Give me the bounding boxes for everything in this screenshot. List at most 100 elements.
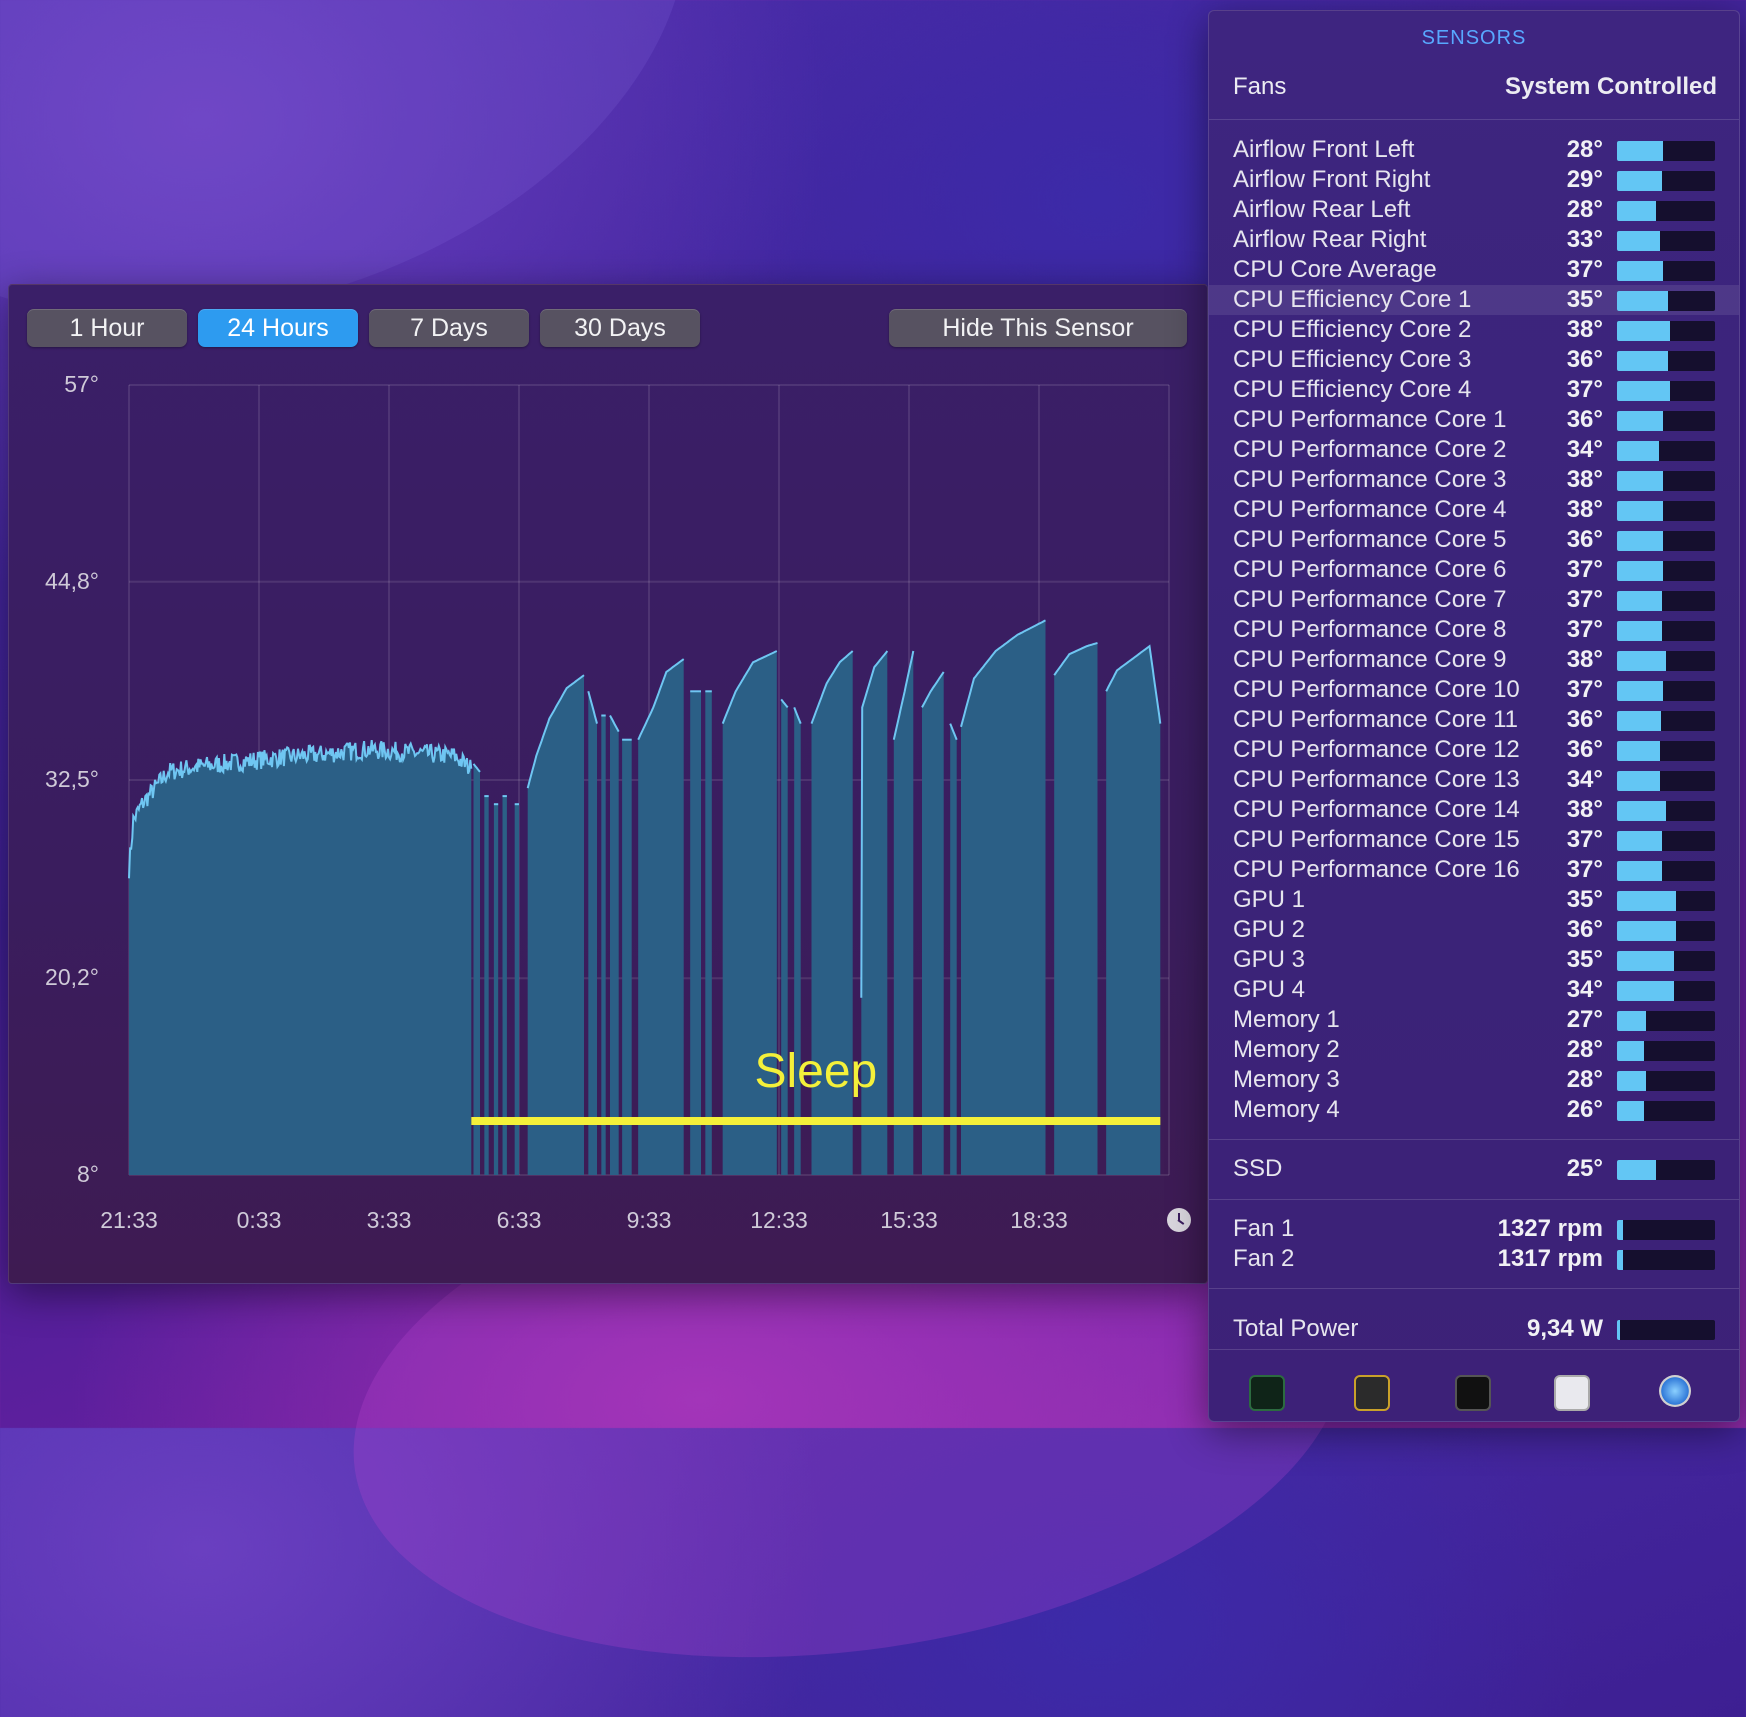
sensor-row[interactable]: CPU Performance Core 6 37° [1209,555,1739,585]
sensor-row[interactable]: CPU Performance Core 10 37° [1209,675,1739,705]
sensor-value: 1317 rpm [1497,1245,1603,1272]
sensor-name: GPU 1 [1233,886,1306,913]
sensor-value: 9,34 W [1526,1315,1603,1342]
sensor-level-bar [1617,381,1715,401]
fans-mode[interactable]: System Controlled [1504,73,1717,100]
sensor-row[interactable]: CPU Performance Core 15 37° [1209,825,1739,855]
disk-utility-icon[interactable] [1659,1375,1691,1407]
sensor-level-bar [1617,561,1715,581]
chart-area-segment [781,699,788,1175]
sensor-value: 27° [1566,1006,1603,1033]
sensor-row[interactable]: GPU 3 35° [1209,945,1739,975]
sensor-row[interactable]: CPU Efficiency Core 3 36° [1209,345,1739,375]
sensor-row[interactable]: GPU 2 36° [1209,915,1739,945]
sensor-level-bar [1617,951,1715,971]
sensor-level-fill [1617,531,1664,551]
clock-icon[interactable] [1167,1208,1191,1232]
sensor-row[interactable]: CPU Performance Core 14 38° [1209,795,1739,825]
sensor-level-fill [1617,1320,1620,1340]
sensor-value: 37° [1566,826,1603,853]
chart-area-segment [794,707,801,1175]
sensor-row[interactable]: CPU Performance Core 8 37° [1209,615,1739,645]
sensor-name: CPU Performance Core 1 [1233,406,1507,433]
sensor-row[interactable]: CPU Performance Core 12 36° [1209,735,1739,765]
sensor-level-fill [1617,261,1664,281]
ssd-row[interactable]: SSD 25° [1209,1154,1739,1184]
range-30-days-button[interactable]: 30 Days [540,309,700,347]
sensor-row[interactable]: CPU Efficiency Core 2 38° [1209,315,1739,345]
range-24-hours-button[interactable]: 24 Hours [198,309,358,347]
chart-line-segment [780,698,789,709]
sensor-value: 34° [1566,436,1603,463]
hide-sensor-button[interactable]: Hide This Sensor [889,309,1187,347]
sensor-row[interactable]: Airflow Front Left 28° [1209,135,1739,165]
sensor-row[interactable]: Airflow Rear Left 28° [1209,195,1739,225]
sensor-row[interactable]: CPU Performance Core 4 38° [1209,495,1739,525]
sensor-level-fill [1617,681,1664,701]
sensor-row[interactable]: CPU Performance Core 9 38° [1209,645,1739,675]
sensor-row[interactable]: CPU Performance Core 7 37° [1209,585,1739,615]
sensor-row[interactable]: CPU Performance Core 16 37° [1209,855,1739,885]
fan-row[interactable]: Fan 2 1317 rpm [1209,1244,1739,1274]
sensor-name: CPU Performance Core 16 [1233,856,1520,883]
sensor-row[interactable]: Memory 3 28° [1209,1065,1739,1095]
x-tick-label: 9:33 [626,1207,672,1233]
sensor-value: 1327 rpm [1497,1215,1603,1242]
fans-label: Fans [1233,73,1287,100]
chart-area-segment [811,651,853,1175]
sensor-level-fill [1617,381,1670,401]
fan-row[interactable]: Fan 1 1327 rpm [1209,1214,1739,1244]
range-7-days-button[interactable]: 7 Days [369,309,529,347]
sensor-value: 36° [1566,406,1603,433]
sensor-name: CPU Performance Core 9 [1233,646,1507,673]
sensor-name: CPU Performance Core 7 [1233,586,1507,613]
sensor-value: 38° [1566,316,1603,343]
sensor-row[interactable]: Airflow Front Right 29° [1209,165,1739,195]
y-tick-label: 44,8° [45,567,99,594]
sensor-name: CPU Performance Core 14 [1233,796,1520,823]
sensor-row[interactable]: Airflow Rear Right 33° [1209,225,1739,255]
sensor-level-fill [1617,1101,1645,1121]
sensor-row[interactable]: CPU Performance Core 3 38° [1209,465,1739,495]
sensor-row[interactable]: CPU Efficiency Core 1 35° [1209,285,1739,315]
sensor-row[interactable]: GPU 1 35° [1209,885,1739,915]
sensor-row[interactable]: Memory 4 26° [1209,1095,1739,1125]
sensor-level-fill [1617,1011,1647,1031]
sensor-row[interactable]: CPU Performance Core 11 36° [1209,705,1739,735]
activity-monitor-icon[interactable] [1249,1375,1285,1411]
sensor-history-window: 1 Hour 24 Hours 7 Days 30 Days Hide This… [8,284,1208,1284]
sensor-level-fill [1617,591,1663,611]
sensor-row[interactable]: CPU Performance Core 13 34° [1209,765,1739,795]
sensor-name: CPU Efficiency Core 3 [1233,346,1472,373]
sensor-value: 36° [1566,526,1603,553]
sensor-row[interactable]: CPU Performance Core 2 34° [1209,435,1739,465]
sensor-row[interactable]: GPU 4 34° [1209,975,1739,1005]
sensor-row[interactable]: CPU Performance Core 5 36° [1209,525,1739,555]
sensor-row[interactable]: CPU Performance Core 1 36° [1209,405,1739,435]
sensor-level-fill [1617,291,1668,311]
chart-area-segment [690,691,701,1175]
divider [1209,1288,1739,1289]
chart-line-segment [1053,642,1098,676]
power-row[interactable]: Total Power 9,34 W [1209,1314,1739,1344]
chart-area-segment [527,675,584,1175]
sensor-row[interactable]: Memory 2 28° [1209,1035,1739,1065]
sleep-label: Sleep [754,1045,877,1098]
sensor-level-fill [1617,621,1663,641]
x-tick-label: 18:33 [1010,1207,1068,1233]
console-icon[interactable] [1354,1375,1390,1411]
sensor-level-fill [1617,951,1674,971]
sensor-level-bar [1617,681,1715,701]
sensor-row[interactable]: Memory 1 27° [1209,1005,1739,1035]
system-information-icon[interactable] [1554,1375,1590,1411]
terminal-icon[interactable] [1455,1375,1491,1411]
sensor-row[interactable]: CPU Efficiency Core 4 37° [1209,375,1739,405]
sensor-level-bar [1617,471,1715,491]
sensor-value: 33° [1566,226,1603,253]
sensor-row[interactable]: CPU Core Average 37° [1209,255,1739,285]
sensor-level-bar [1617,1101,1715,1121]
sensor-value: 28° [1566,1036,1603,1063]
sensor-level-bar [1617,351,1715,371]
sensor-value: 36° [1566,736,1603,763]
range-1-hour-button[interactable]: 1 Hour [27,309,187,347]
